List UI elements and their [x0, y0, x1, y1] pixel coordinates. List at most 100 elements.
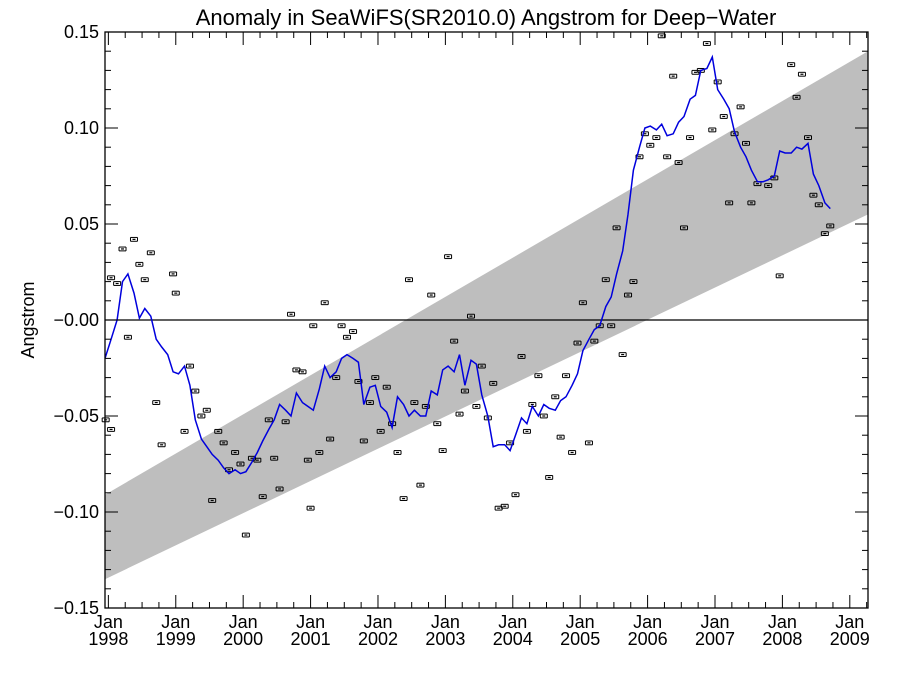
x-tick-month: Jan [633, 612, 662, 632]
smoothed-series-line [104, 54, 831, 475]
data-point [607, 323, 616, 329]
x-tick-year: 2008 [762, 629, 802, 649]
data-point [399, 496, 408, 501]
data-point [804, 135, 813, 141]
x-tick-year: 2004 [493, 629, 533, 649]
data-point [208, 498, 217, 503]
data-point [416, 482, 425, 488]
data-point [236, 461, 245, 467]
data-point [814, 202, 823, 208]
data-point [517, 354, 526, 359]
data-point [298, 369, 307, 375]
data-point [376, 428, 385, 434]
data-point [326, 436, 335, 442]
x-tick-month: Jan [229, 612, 258, 632]
x-tick-year: 2001 [291, 629, 331, 649]
x-tick-month: Jan [835, 612, 864, 632]
data-point [708, 127, 717, 133]
data-point [404, 277, 413, 283]
data-point [624, 292, 633, 298]
data-point [197, 413, 206, 419]
x-tick-year: 1998 [88, 629, 128, 649]
data-point [287, 311, 296, 317]
data-point [146, 250, 155, 256]
data-point [719, 114, 728, 119]
data-point [787, 62, 796, 68]
data-point [129, 236, 138, 242]
data-point [349, 329, 358, 334]
data-point [612, 225, 621, 231]
data-point [107, 427, 116, 432]
data-point [152, 400, 161, 405]
data-point [551, 394, 560, 400]
data-point [556, 434, 565, 440]
data-point [320, 300, 329, 306]
data-point [775, 273, 784, 279]
x-tick-month: Jan [296, 612, 325, 632]
x-tick-year: 2002 [358, 629, 398, 649]
y-tick-label: 0.05 [64, 214, 99, 234]
data-point [568, 450, 577, 455]
x-tick-month: Jan [431, 612, 460, 632]
data-point [764, 183, 773, 189]
x-tick-year: 2006 [628, 629, 668, 649]
data-point [332, 375, 341, 381]
data-point [135, 261, 144, 267]
data-point [686, 135, 695, 141]
y-tick-label: −0.00 [53, 310, 99, 330]
data-point [725, 200, 734, 206]
data-point [214, 428, 223, 434]
data-point [652, 135, 661, 141]
data-point [742, 140, 751, 146]
data-point [371, 375, 380, 381]
data-point [770, 175, 779, 181]
data-point [635, 154, 644, 160]
data-point [578, 300, 587, 306]
data-point [123, 334, 132, 340]
data-point [275, 486, 284, 492]
data-point [534, 373, 543, 379]
data-point [601, 277, 610, 283]
data-point [410, 400, 419, 405]
x-tick-year: 2003 [425, 629, 465, 649]
data-point [101, 417, 110, 423]
data-point [337, 323, 346, 329]
data-point [309, 323, 318, 329]
data-point [171, 290, 180, 296]
y-tick-label: −0.10 [53, 502, 99, 522]
data-point [444, 254, 453, 260]
y-tick-label: −0.05 [53, 406, 99, 426]
x-tick-year: 1999 [156, 629, 196, 649]
x-tick-month: Jan [161, 612, 190, 632]
data-point [472, 403, 481, 409]
x-tick-month: Jan [566, 612, 595, 632]
data-point [545, 475, 554, 480]
data-point [433, 421, 442, 427]
data-point [663, 154, 672, 160]
data-point [500, 503, 509, 509]
x-tick-year: 2009 [830, 629, 870, 649]
data-point [489, 380, 498, 386]
x-tick-year: 2007 [695, 629, 735, 649]
data-point [258, 494, 267, 500]
data-point [820, 231, 829, 237]
data-point [281, 419, 290, 425]
data-point [792, 94, 801, 100]
data-point [511, 492, 520, 498]
data-point [477, 363, 486, 369]
data-point [590, 338, 599, 344]
data-point [455, 411, 464, 417]
plot-area: 0.150.100.05−0.00−0.05−0.10−0.15Jan1998J… [53, 22, 869, 649]
data-point [191, 388, 200, 394]
x-tick-month: Jan [498, 612, 527, 632]
chart-title: Anomaly in SeaWiFS(SR2010.0) Angstrom fo… [196, 5, 777, 30]
data-point [618, 352, 627, 357]
y-tick-label: −0.15 [53, 598, 99, 618]
data-point [365, 400, 374, 405]
trend-confidence-band [105, 51, 868, 580]
x-tick-year: 2000 [223, 629, 263, 649]
data-point [315, 450, 324, 455]
y-tick-label: 0.10 [64, 118, 99, 138]
data-point [231, 450, 240, 455]
